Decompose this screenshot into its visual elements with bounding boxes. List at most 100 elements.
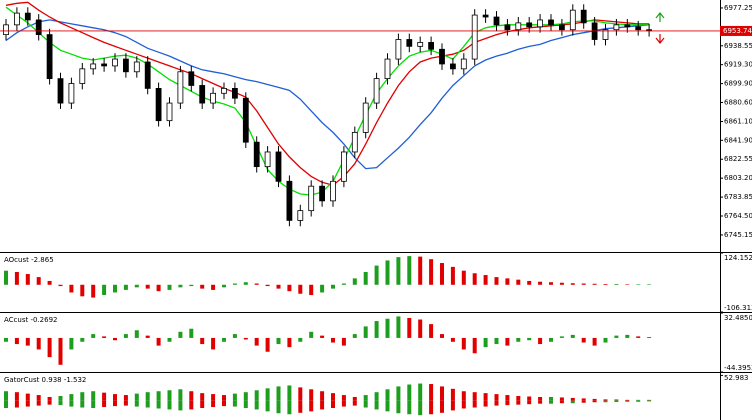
histogram-bar — [549, 282, 553, 285]
candle-body — [581, 10, 586, 23]
candle-body — [113, 59, 118, 66]
candle-body — [4, 25, 9, 35]
histogram-bar — [135, 330, 139, 338]
histogram-bar — [80, 401, 84, 408]
histogram-bar — [451, 338, 455, 342]
histogram-bar — [429, 384, 433, 401]
histogram-bar — [538, 282, 542, 285]
histogram-bar — [625, 401, 629, 402]
histogram-bar — [386, 260, 390, 284]
histogram-bar — [15, 401, 19, 408]
candle-body — [25, 13, 30, 20]
histogram-bar — [211, 401, 215, 407]
histogram-bar — [462, 391, 466, 401]
histogram-bar — [146, 336, 150, 338]
y-tick-label: 52.983 — [724, 374, 749, 382]
y-tick-label: 6822.55 — [724, 155, 752, 163]
histogram-bar — [102, 285, 106, 295]
histogram-bar — [320, 336, 324, 338]
histogram-bar — [364, 326, 368, 338]
panel-title: AOcust -2.865 — [4, 256, 54, 264]
histogram-bar — [364, 401, 368, 408]
histogram-bar — [353, 278, 357, 284]
candle-body — [385, 59, 390, 79]
candle-body — [450, 64, 455, 69]
histogram-bar — [418, 384, 422, 401]
histogram-bar — [222, 401, 226, 406]
y-tick-label: -44.3953 — [724, 364, 752, 372]
histogram-bar — [26, 338, 30, 346]
histogram-bar — [549, 397, 553, 401]
histogram-bar — [298, 338, 302, 342]
histogram-bar — [451, 267, 455, 285]
candle-body — [570, 10, 575, 30]
histogram-bar — [331, 401, 335, 408]
histogram-bar — [168, 338, 172, 342]
candle-body — [352, 132, 357, 152]
histogram-bar — [277, 386, 281, 400]
histogram-bar — [211, 338, 215, 350]
candle-body — [429, 42, 434, 49]
histogram-bar — [59, 338, 63, 365]
histogram-bar — [222, 338, 226, 342]
histogram-bar — [69, 338, 73, 350]
histogram-bar — [277, 285, 281, 289]
histogram-bar — [614, 336, 618, 338]
candle-body — [189, 72, 194, 86]
histogram-bar — [255, 390, 259, 401]
histogram-bar — [527, 338, 531, 340]
histogram-bar — [287, 385, 291, 400]
histogram-bar — [560, 283, 564, 285]
histogram-bar — [233, 401, 237, 407]
histogram-bar — [80, 392, 84, 401]
histogram-bar — [298, 387, 302, 400]
histogram-bar — [309, 389, 313, 401]
candle-body — [123, 59, 128, 72]
histogram-bar — [429, 259, 433, 285]
histogram-bar — [69, 285, 73, 293]
histogram-bar — [484, 401, 488, 407]
histogram-bar — [440, 386, 444, 400]
current-price-label: 6953.74 — [723, 27, 752, 35]
y-tick-label: 6880.60 — [724, 98, 752, 106]
histogram-bar — [124, 401, 128, 406]
candle-body — [14, 13, 19, 25]
histogram-bar — [342, 284, 346, 285]
histogram-bar — [375, 401, 379, 410]
candle-body — [69, 84, 74, 104]
histogram-bar — [342, 395, 346, 401]
histogram-bar — [15, 272, 19, 285]
histogram-bar — [604, 338, 608, 343]
histogram-bar — [102, 393, 106, 401]
histogram-bar — [538, 397, 542, 401]
histogram-bar — [364, 395, 368, 401]
candle-body — [134, 62, 139, 72]
histogram-bar — [124, 285, 128, 290]
candle-body — [505, 25, 510, 30]
y-tick-label: 32.4850 — [724, 314, 752, 322]
histogram-bar — [146, 285, 150, 289]
candle-body — [167, 103, 172, 121]
histogram-bar — [135, 401, 139, 407]
histogram-bar — [418, 257, 422, 285]
histogram-bar — [233, 334, 237, 338]
histogram-bar — [484, 393, 488, 401]
histogram-bar — [69, 401, 73, 407]
histogram-bar — [375, 266, 379, 285]
histogram-bar — [178, 285, 182, 288]
candle-body — [200, 85, 205, 103]
histogram-bar — [647, 284, 651, 285]
histogram-bar — [287, 401, 291, 414]
histogram-bar — [516, 396, 520, 401]
candle-body — [47, 35, 52, 79]
histogram-bar — [396, 401, 400, 413]
histogram-bar — [277, 338, 281, 344]
histogram-bar — [168, 401, 172, 410]
histogram-bar — [309, 285, 313, 295]
histogram-bar — [113, 338, 117, 340]
y-tick-label: 6861.10 — [724, 118, 752, 126]
histogram-bar — [244, 282, 248, 285]
histogram-bar — [386, 319, 390, 338]
candle-body — [320, 186, 325, 201]
histogram-bar — [200, 393, 204, 401]
